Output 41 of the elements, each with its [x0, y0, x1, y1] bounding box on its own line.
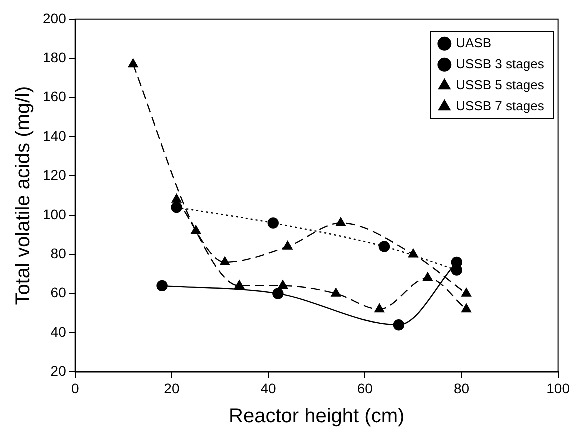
- point: [268, 218, 279, 229]
- y-tick-label: 60: [50, 284, 67, 301]
- x-tick-label: 20: [164, 380, 180, 396]
- point: [220, 256, 230, 266]
- point: [278, 280, 288, 290]
- y-tick-label: 140: [43, 128, 67, 144]
- x-tick-label: 80: [454, 380, 470, 396]
- x-tick-label: 0: [71, 380, 80, 396]
- point: [374, 304, 385, 313]
- point: [282, 241, 293, 250]
- point: [331, 288, 342, 297]
- y-axis-title: Total volatile acids (mg/l): [12, 86, 35, 306]
- point: [462, 304, 472, 313]
- legend-label: UASB: [456, 35, 492, 50]
- point: [171, 202, 182, 214]
- point: [272, 288, 284, 300]
- y-tick-label: 160: [43, 88, 67, 105]
- y-tick-label: 80: [50, 245, 67, 262]
- x-tick-label: 60: [357, 380, 374, 396]
- y-tick-label: 40: [50, 324, 67, 340]
- point: [128, 58, 138, 68]
- point: [156, 280, 168, 292]
- y-tick-label: 100: [43, 206, 67, 222]
- point: [393, 320, 405, 331]
- y-tick-label: 200: [43, 10, 67, 26]
- point: [234, 280, 244, 290]
- x-axis-title: Reactor height (cm): [229, 406, 405, 428]
- y-tick-label: 120: [43, 167, 67, 184]
- legend-label: USSB 7 stages: [456, 98, 545, 114]
- point: [172, 194, 182, 203]
- point: [422, 272, 433, 282]
- legend-label: USSB 5 stages: [456, 77, 545, 92]
- point: [191, 225, 202, 234]
- y-tick-label: 20: [50, 363, 67, 380]
- x-tick-label: 40: [260, 380, 277, 396]
- y-tick-label: 180: [43, 49, 67, 66]
- point: [462, 288, 472, 297]
- legend-label: USSB 3 stages: [456, 56, 545, 72]
- x-tick-label: 100: [546, 380, 570, 396]
- point: [378, 241, 390, 252]
- point: [336, 218, 346, 226]
